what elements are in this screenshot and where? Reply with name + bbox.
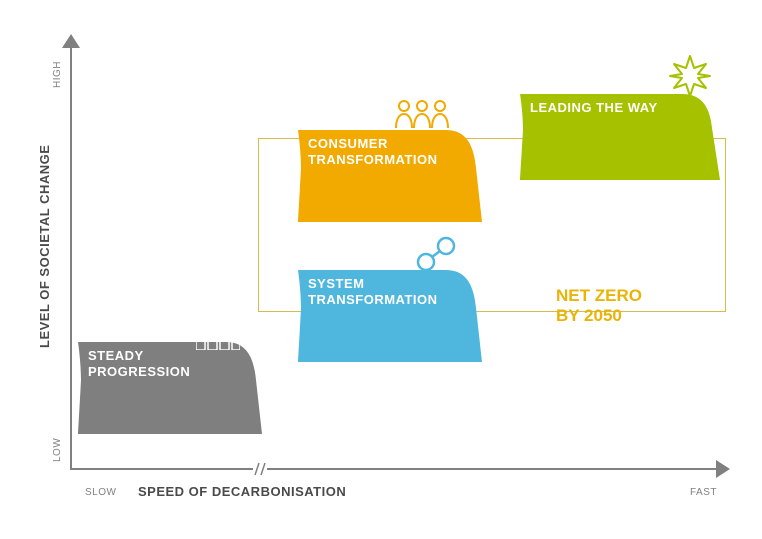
y-axis-line bbox=[70, 45, 72, 468]
scenario-quadrant-chart: HIGH LOW LEVEL OF SOCIETAL CHANGE SLOW F… bbox=[0, 0, 762, 539]
scenario-label: SYSTEM TRANSFORMATION bbox=[308, 276, 438, 307]
scenario-steady-progression: STEADY PROGRESSION bbox=[78, 330, 262, 434]
scenario-label: STEADY PROGRESSION bbox=[88, 348, 190, 379]
people-icon bbox=[394, 98, 450, 130]
scenario-label: CONSUMER TRANSFORMATION bbox=[308, 136, 438, 167]
scenario-leading-the-way: LEADING THE WAY bbox=[520, 82, 720, 180]
scenario-system-transformation: SYSTEM TRANSFORMATION bbox=[298, 258, 482, 362]
scenario-consumer-transformation: CONSUMER TRANSFORMATION bbox=[298, 118, 482, 222]
x-axis-fast-label: FAST bbox=[690, 487, 717, 498]
x-axis-line bbox=[70, 468, 718, 470]
scenario-label: LEADING THE WAY bbox=[530, 100, 658, 116]
x-axis-arrow bbox=[716, 460, 730, 478]
y-axis-arrow bbox=[62, 34, 80, 48]
bars-icon bbox=[196, 320, 240, 350]
y-axis-high-label: HIGH bbox=[52, 61, 63, 88]
x-axis-break bbox=[253, 462, 267, 476]
net-zero-label: NET ZERO BY 2050 bbox=[556, 286, 642, 325]
molecules-icon bbox=[416, 236, 456, 272]
x-axis-slow-label: SLOW bbox=[85, 487, 116, 498]
y-axis-low-label: LOW bbox=[52, 438, 63, 462]
star-icon bbox=[668, 54, 712, 98]
x-axis-title: SPEED OF DECARBONISATION bbox=[138, 484, 346, 499]
y-axis-title: LEVEL OF SOCIETAL CHANGE bbox=[37, 145, 52, 348]
